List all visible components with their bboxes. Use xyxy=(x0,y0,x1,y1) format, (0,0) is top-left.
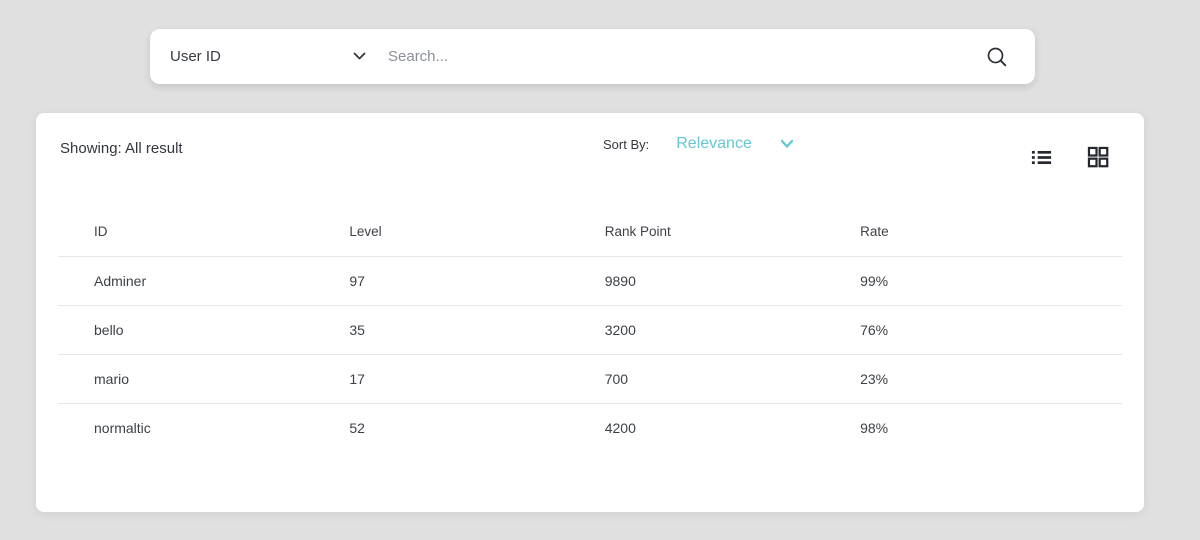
search-bar: User ID xyxy=(150,29,1035,84)
table-cell: Adminer xyxy=(94,272,147,289)
column-header: Rate xyxy=(860,223,889,239)
list-view-button[interactable] xyxy=(1030,146,1053,169)
table-cell: bello xyxy=(94,321,124,338)
view-toggle-group xyxy=(1030,145,1110,169)
table-row[interactable]: Adminer 97 9890 99% xyxy=(58,256,1122,305)
table-cell: 98% xyxy=(860,419,889,436)
search-filter-selected-value: User ID xyxy=(170,48,221,65)
table-cell: normaltic xyxy=(94,419,151,436)
table-cell: 700 xyxy=(604,370,629,387)
results-table-wrap: ID Level Rank Point Rate Adminer 97 9890 99% be… xyxy=(36,189,1144,452)
results-table: ID Level Rank Point Rate Adminer 97 9890 99% be… xyxy=(58,207,1122,452)
chevron-down-icon xyxy=(353,52,366,61)
column-header: ID xyxy=(94,223,108,239)
magnifier-icon xyxy=(985,45,1009,69)
table-row[interactable]: normaltic 52 4200 98% xyxy=(58,403,1122,452)
table-cell: 35 xyxy=(349,321,365,338)
column-header: Rank Point xyxy=(604,223,671,239)
chevron-down-icon xyxy=(780,139,794,149)
list-view-icon xyxy=(1030,146,1053,169)
table-cell: 4200 xyxy=(604,419,636,436)
showing-label: Showing: All result xyxy=(60,140,183,157)
column-header: Level xyxy=(349,223,382,239)
sort-area: Sort By: Relevance xyxy=(603,135,794,153)
table-cell: 17 xyxy=(349,370,365,387)
sort-select[interactable]: Relevance xyxy=(676,135,794,153)
results-panel: Showing: All result Sort By: Relevance xyxy=(36,113,1144,512)
table-cell: 76% xyxy=(860,321,889,338)
table-row[interactable]: bello 35 3200 76% xyxy=(58,305,1122,354)
sort-selected-value: Relevance xyxy=(676,135,752,152)
grid-view-button[interactable] xyxy=(1086,145,1110,169)
search-button[interactable] xyxy=(973,29,1035,84)
table-cell: mario xyxy=(94,370,130,387)
table-row[interactable]: mario 17 700 23% xyxy=(58,354,1122,403)
search-filter-select[interactable]: User ID xyxy=(150,29,378,84)
table-cell: 23% xyxy=(860,370,889,387)
search-input[interactable] xyxy=(378,29,973,84)
sort-by-label: Sort By: xyxy=(603,136,650,152)
table-cell: 9890 xyxy=(604,272,636,289)
table-cell: 3200 xyxy=(604,321,636,338)
grid-view-icon xyxy=(1086,145,1110,169)
table-cell: 52 xyxy=(349,419,365,436)
results-panel-header: Showing: All result Sort By: Relevance xyxy=(36,113,1144,189)
table-cell: 99% xyxy=(860,272,889,289)
table-cell: 97 xyxy=(349,272,365,289)
table-header-row: ID Level Rank Point Rate xyxy=(58,207,1122,256)
